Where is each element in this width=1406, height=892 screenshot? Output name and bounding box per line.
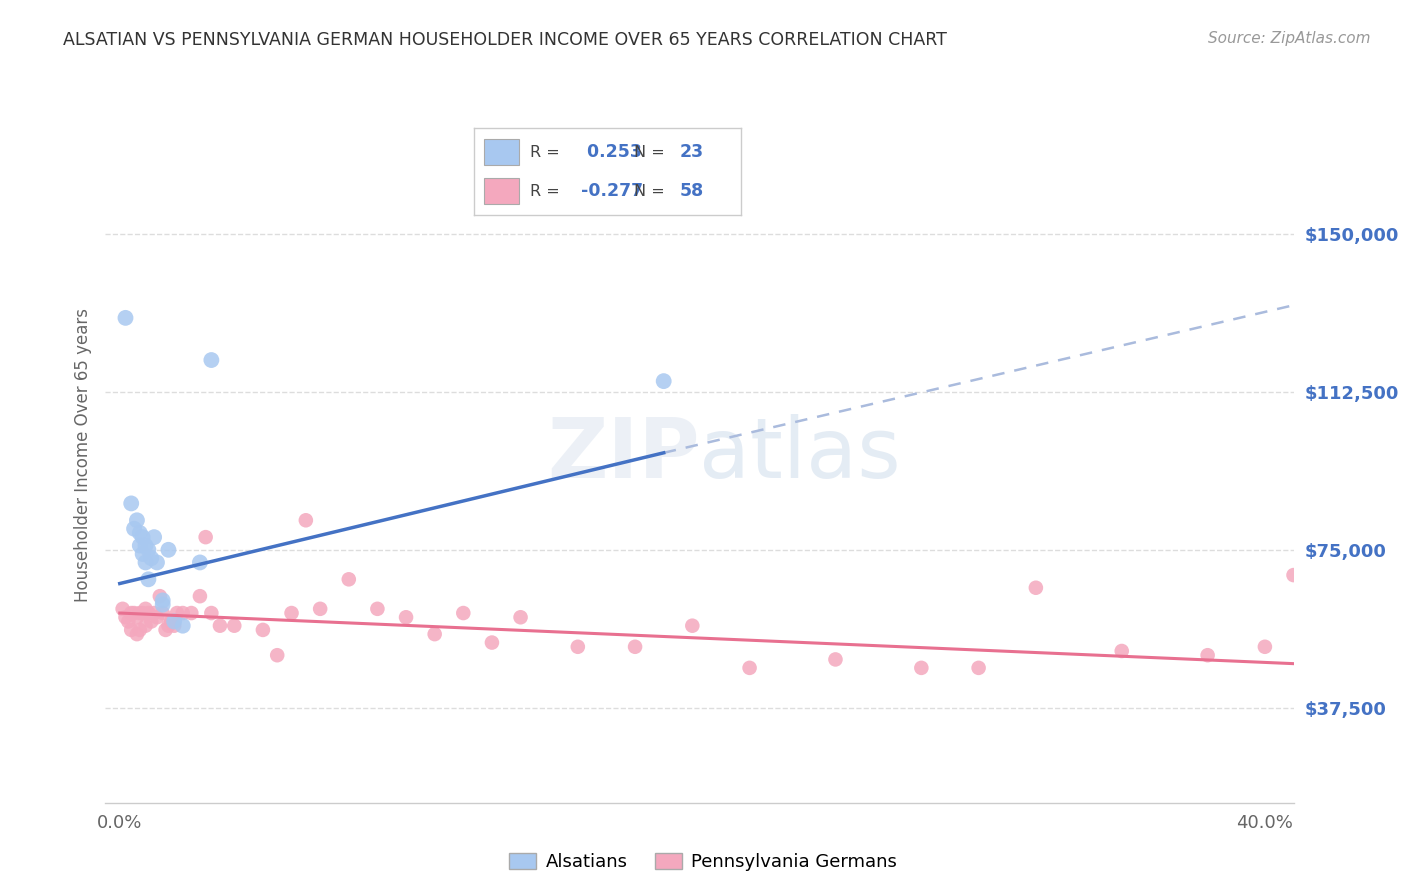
Point [200,353,222,368]
Point [624,640,647,654]
Point [910,661,932,675]
Text: ALSATIAN VS PENNSYLVANIA GERMAN HOUSEHOLDER INCOME OVER 65 YEARS CORRELATION CHA: ALSATIAN VS PENNSYLVANIA GERMAN HOUSEHOL… [63,31,948,49]
Point [1254,640,1277,654]
Point [188,556,211,570]
Bar [485,178,519,204]
Point [280,606,302,620]
Point [395,610,418,624]
Point [652,374,675,388]
Point [143,606,166,620]
Point [366,602,388,616]
Point [180,606,202,620]
Point [131,547,153,561]
Point [128,525,150,540]
Point [122,606,145,620]
Point [309,602,332,616]
Point [152,598,174,612]
Text: R =: R = [530,184,565,199]
Text: -0.277: -0.277 [581,182,643,201]
Point [509,610,531,624]
Point [337,572,360,586]
Text: N =: N = [634,184,671,199]
Point [567,640,589,654]
Point [194,530,217,544]
Point [120,606,142,620]
Point [125,627,148,641]
Point [152,593,174,607]
Point [128,539,150,553]
Point [122,522,145,536]
Point [128,623,150,637]
Point [224,618,246,632]
Point [163,615,186,629]
Text: R =: R = [530,145,565,160]
Point [135,556,157,570]
Point [143,530,166,544]
Point [131,530,153,544]
Point [200,606,222,620]
Point [295,513,318,527]
Point [141,615,163,629]
Point [135,539,157,553]
Point [125,513,148,527]
Point [120,623,142,637]
Point [138,542,160,557]
Point [138,572,160,586]
Point [266,648,288,663]
Point [172,606,194,620]
Text: 58: 58 [679,182,704,201]
Bar [485,139,519,165]
Legend: Alsatians, Pennsylvania Germans: Alsatians, Pennsylvania Germans [502,846,904,879]
Text: N =: N = [634,145,671,160]
Point [114,310,136,325]
Point [157,542,180,557]
Point [146,610,169,624]
Point [128,606,150,620]
Text: Source: ZipAtlas.com: Source: ZipAtlas.com [1208,31,1371,46]
Point [135,602,157,616]
Point [163,618,186,632]
Point [111,602,134,616]
Point [131,606,153,620]
Point [1197,648,1219,663]
Point [155,623,177,637]
Point [1025,581,1047,595]
Point [208,618,231,632]
Point [166,606,188,620]
Point [146,556,169,570]
Point [1282,568,1305,582]
Text: 0.253: 0.253 [581,144,641,161]
Point [1111,644,1133,658]
Point [453,606,475,620]
Point [824,652,846,666]
Text: 23: 23 [679,144,704,161]
Point [120,496,142,510]
Point [157,618,180,632]
Point [481,635,503,649]
Point [117,615,139,629]
Point [152,606,174,620]
Point [967,661,990,675]
Point [125,610,148,624]
Point [114,610,136,624]
Text: atlas: atlas [700,415,901,495]
Point [681,618,703,632]
Text: ZIP: ZIP [547,415,700,495]
Point [138,606,160,620]
Point [738,661,761,675]
Point [172,618,194,632]
Point [160,615,183,629]
Point [423,627,446,641]
Point [252,623,274,637]
Point [149,589,172,603]
Point [141,551,163,566]
Point [135,618,157,632]
Point [188,589,211,603]
Y-axis label: Householder Income Over 65 years: Householder Income Over 65 years [73,308,91,602]
